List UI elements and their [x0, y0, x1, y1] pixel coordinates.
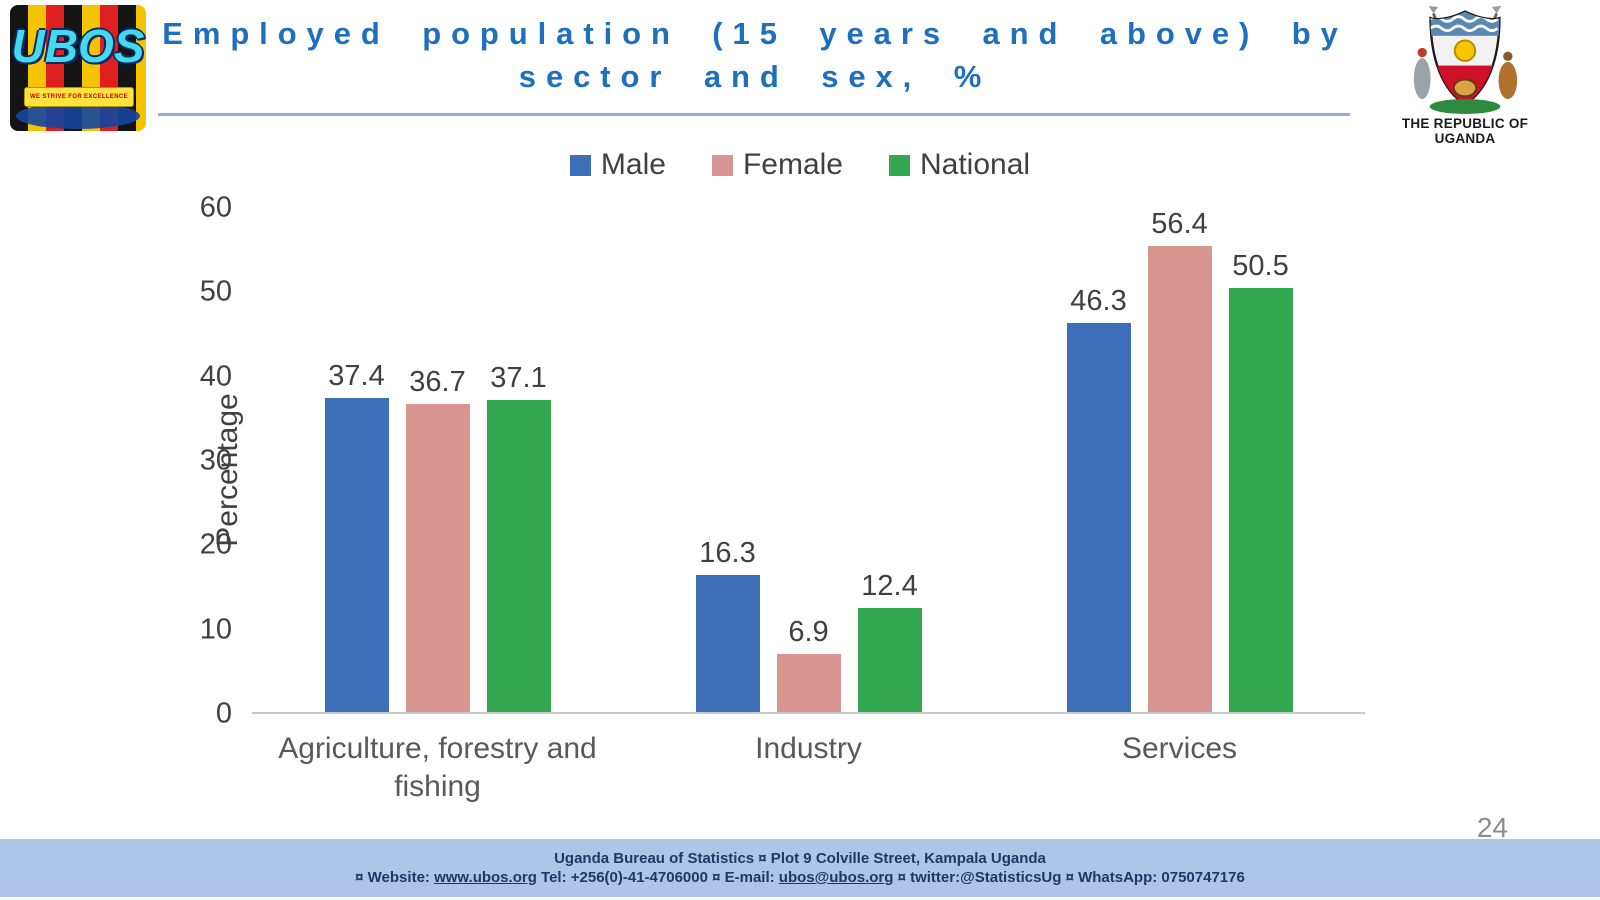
footer-tel-label: Tel: +256(0)-41-4706000 ¤ E-mail:	[536, 869, 779, 886]
bar-female	[405, 403, 470, 712]
bar-national	[857, 607, 922, 712]
title-line-2: sector and sex, %	[518, 59, 992, 95]
uganda-coat-of-arms: THE REPUBLIC OF UGANDA	[1390, 6, 1540, 146]
footer-line-2: ¤ Website: www.ubos.org Tel: +256(0)-41-…	[355, 869, 1245, 886]
legend-item-female: Female	[711, 148, 843, 182]
y-tick-label: 20	[199, 528, 232, 561]
bar-value-label: 16.3	[699, 537, 756, 570]
bar-wrap: 16.3	[695, 208, 760, 712]
republic-label: THE REPUBLIC OF UGANDA	[1401, 116, 1529, 146]
bar-national	[1228, 287, 1293, 712]
bar-wrap: 37.1	[486, 208, 551, 712]
legend-swatch	[711, 154, 733, 176]
legend-label: National	[920, 148, 1031, 181]
legend-label: Female	[742, 148, 843, 181]
y-tick-label: 50	[199, 275, 232, 308]
ubos-logo: UBOS WE STRIVE FOR EXCELLENCE	[10, 5, 146, 131]
footer-bar: Uganda Bureau of Statistics ¤ Plot 9 Col…	[0, 839, 1600, 897]
ubos-logo-text: UBOS	[11, 20, 145, 72]
y-tick-label: 40	[199, 360, 232, 393]
bar-group: 16.3 6.9 12.4	[623, 208, 994, 712]
bar-value-label: 46.3	[1070, 285, 1127, 318]
legend-item-male: Male	[569, 148, 666, 182]
bar-wrap: 56.4	[1147, 208, 1212, 712]
bar-male	[695, 575, 760, 712]
bar-value-label: 6.9	[788, 616, 829, 649]
legend-swatch	[569, 154, 591, 176]
bar-group: 37.4 36.7 37.1	[252, 208, 623, 712]
bar-group: 46.3 56.4 50.5	[994, 208, 1365, 712]
y-tick-label: 60	[199, 191, 232, 224]
category-label: Agriculture, forestry and fishing	[278, 732, 597, 803]
ubos-swoosh	[16, 103, 140, 129]
bar-wrap: 6.9	[776, 208, 841, 712]
legend-swatch	[889, 154, 910, 176]
bar-chart: Percentage 0 10 20 30 40 50 60 37.4 36.7 37.1 16.…	[160, 192, 1375, 816]
bar-wrap: 50.5	[1228, 208, 1293, 712]
email-link[interactable]: ubos@ubos.org	[778, 869, 894, 886]
category-label: Industry	[755, 732, 862, 765]
bar-wrap: 36.7	[405, 208, 470, 712]
bar-wrap: 46.3	[1066, 208, 1131, 712]
title-underline	[158, 113, 1350, 116]
bar-value-label: 37.4	[328, 359, 385, 392]
bar-value-label: 56.4	[1151, 208, 1208, 240]
y-tick-label: 30	[199, 444, 232, 477]
page-number: 24	[1476, 812, 1508, 843]
bar-male	[1066, 323, 1131, 712]
coat-of-arms-icon	[1413, 6, 1518, 114]
website-link[interactable]: www.ubos.org	[434, 869, 537, 886]
legend-label: Male	[600, 148, 666, 181]
footer-website-label: ¤ Website:	[355, 869, 435, 886]
bar-value-label: 50.5	[1232, 249, 1289, 282]
bar-male	[324, 397, 389, 712]
bar-wrap: 12.4	[857, 208, 922, 712]
bar-value-label: 37.1	[490, 362, 547, 395]
bar-female	[776, 654, 841, 712]
title-line-1: Employed population (15 years and above)…	[162, 16, 1348, 51]
category-label: Services	[1121, 732, 1238, 765]
bar-national	[486, 400, 551, 712]
ubos-motto-banner: WE STRIVE FOR EXCELLENCE	[24, 87, 134, 107]
legend-item-national: National	[889, 148, 1030, 182]
bar-value-label: 12.4	[861, 569, 918, 602]
legend: Male Female National	[0, 148, 1600, 182]
y-axis-ticks: 0 10 20 30 40 50 60	[160, 192, 232, 730]
y-tick-label: 0	[215, 697, 232, 730]
y-tick-label: 10	[199, 613, 232, 646]
category-axis: Agriculture, forestry and fishing Industr…	[252, 720, 1365, 816]
plot-area: 37.4 36.7 37.1 16.3 6.9 12.4 46.3 56.4 50.5	[252, 208, 1365, 714]
bar-value-label: 36.7	[409, 365, 466, 398]
footer-social-label: ¤ twitter:@StatisticsUg ¤ WhatsApp: 0750…	[893, 869, 1245, 886]
bar-female	[1147, 246, 1212, 712]
page-title: Employed population (15 years and above)…	[160, 12, 1350, 99]
bar-wrap: 37.4	[324, 208, 389, 712]
footer-line-1: Uganda Bureau of Statistics ¤ Plot 9 Col…	[554, 850, 1046, 867]
